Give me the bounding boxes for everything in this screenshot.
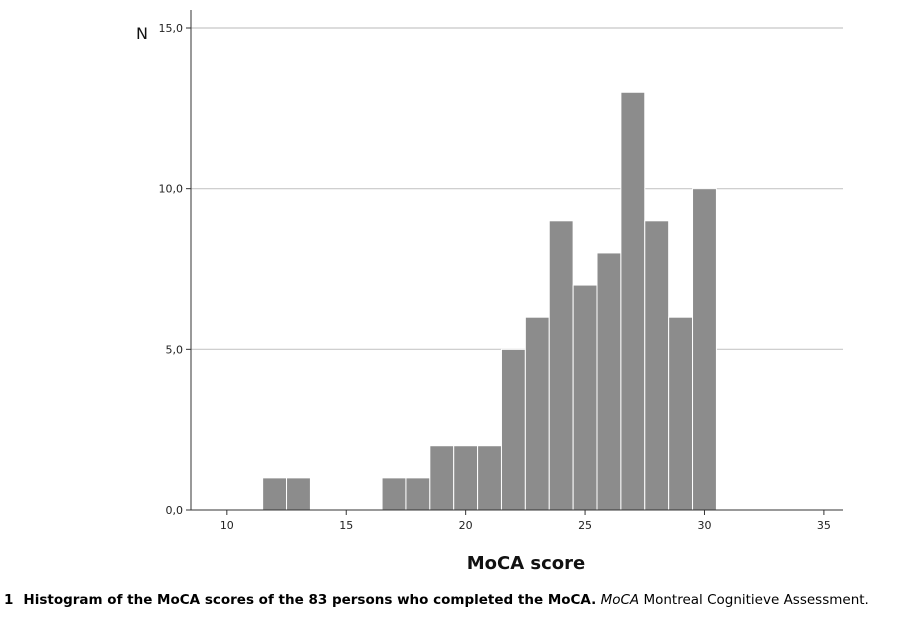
bar-13 xyxy=(286,477,311,511)
y-tick-label-2: 10,0 xyxy=(159,183,184,196)
bar-27 xyxy=(620,91,646,511)
caption-abbreviation: MoCA xyxy=(600,592,640,608)
bar-21 xyxy=(477,445,502,511)
caption-definition: Montreal Cognitieve Assessment. xyxy=(643,592,869,608)
bar-29 xyxy=(668,316,694,511)
bar-20 xyxy=(453,445,479,511)
x-axis-label: MoCA score xyxy=(467,553,586,574)
x-tick-label-1: 15 xyxy=(339,519,353,532)
bar-19 xyxy=(429,445,455,511)
bar-28 xyxy=(644,220,670,511)
y-ticks: 0,0 5,0 10,0 15,0 xyxy=(159,22,191,517)
bar-26 xyxy=(596,252,622,511)
gridlines xyxy=(191,27,843,350)
x-tick-label-3: 25 xyxy=(578,519,592,532)
caption-title: Histogram of the MoCA scores of the 83 p… xyxy=(23,592,597,608)
x-tick-label-2: 20 xyxy=(459,519,473,532)
bar-17 xyxy=(381,477,407,511)
bar-25 xyxy=(572,284,598,511)
bar-24 xyxy=(548,220,574,511)
figure-caption: 1 Histogram of the MoCA scores of the 83 … xyxy=(4,592,904,608)
bars xyxy=(262,91,717,511)
bar-12 xyxy=(262,477,288,511)
bar-30 xyxy=(692,188,717,511)
x-tick-label-5: 35 xyxy=(817,519,831,532)
y-axis-label: N xyxy=(136,24,148,43)
y-tick-label-0: 0,0 xyxy=(166,504,184,517)
bar-18 xyxy=(405,477,431,511)
x-tick-label-0: 10 xyxy=(220,519,234,532)
bar-22 xyxy=(500,348,526,511)
figure-number: 1 xyxy=(4,592,14,608)
histogram-chart: 0,0 5,0 10,0 15,0 10 15 20 25 30 35 N MoCA score xyxy=(136,10,843,574)
x-tick-label-4: 30 xyxy=(697,519,711,532)
bar-23 xyxy=(524,316,550,511)
y-tick-label-1: 5,0 xyxy=(166,343,184,356)
y-tick-label-3: 15,0 xyxy=(159,22,184,35)
x-ticks: 10 15 20 25 30 35 xyxy=(220,510,831,532)
